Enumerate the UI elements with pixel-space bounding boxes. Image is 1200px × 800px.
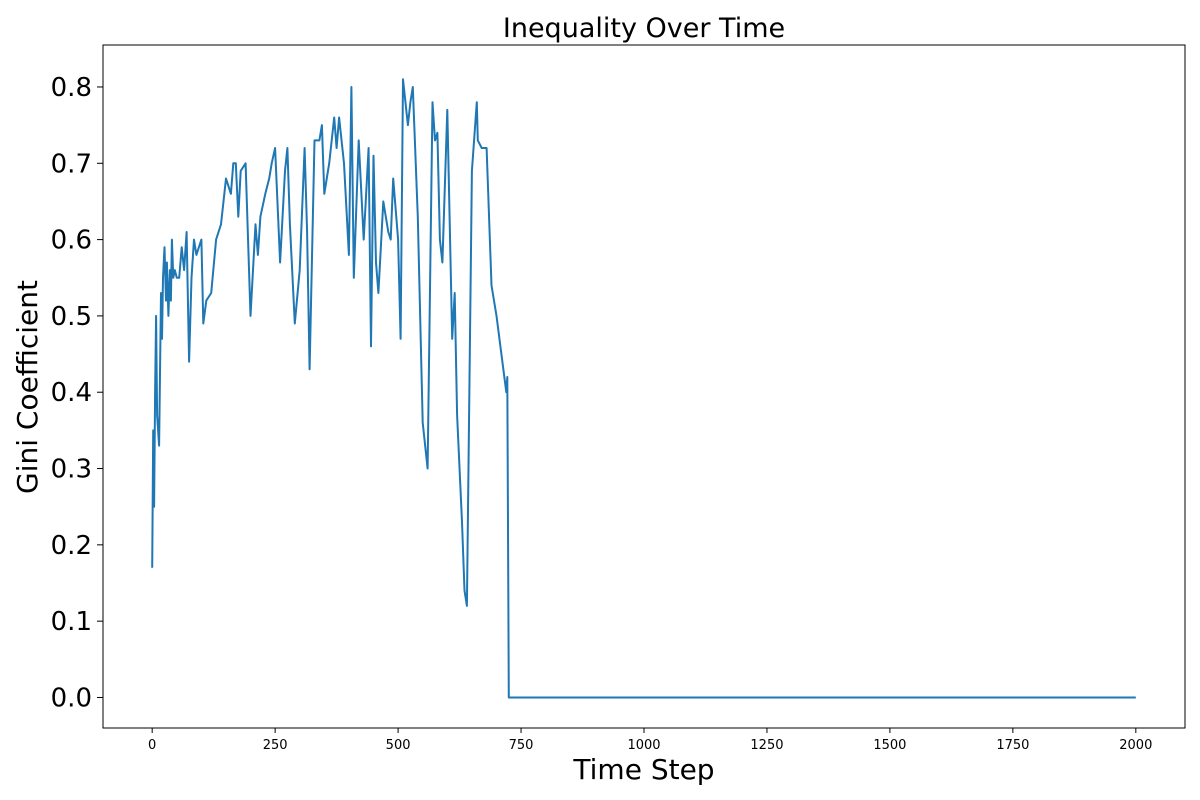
x-tick-label: 1750 [996,738,1029,753]
y-tick-label: 0.2 [51,531,92,561]
x-tick-label: 0 [148,738,156,753]
x-tick-label: 250 [263,738,288,753]
series-line-0 [151,78,1136,699]
x-tick-label: 1000 [627,738,660,753]
y-tick-label: 0.6 [51,226,92,256]
x-tick-label: 1250 [750,738,783,753]
y-tick-label: 0.1 [51,607,92,637]
y-tick-label: 0.8 [51,73,92,103]
y-tick-label: 0.5 [51,302,92,332]
y-tick-label: 0.7 [51,149,92,179]
chart-title: Inequality Over Time [503,13,785,44]
y-axis-label: Gini Coefficient [11,280,44,494]
y-tick-label: 0.4 [51,378,92,408]
x-tick-label: 1500 [873,738,906,753]
x-tick-label: 750 [509,738,534,753]
y-axis-ticks: 0.0 0.1 0.2 0.3 0.4 0.5 0.6 0.7 0.8 [51,73,103,713]
y-tick-label: 0.0 [51,683,92,713]
x-axis-label: Time Step [572,753,714,786]
x-tick-label: 500 [386,738,411,753]
axes-frame [102,44,1186,729]
plot-area [151,78,1136,699]
y-tick-label: 0.3 [51,455,92,485]
x-tick-label: 2000 [1119,738,1152,753]
x-axis-ticks: 0 250 500 750 1000 1250 1500 1750 2000 [148,728,1152,753]
